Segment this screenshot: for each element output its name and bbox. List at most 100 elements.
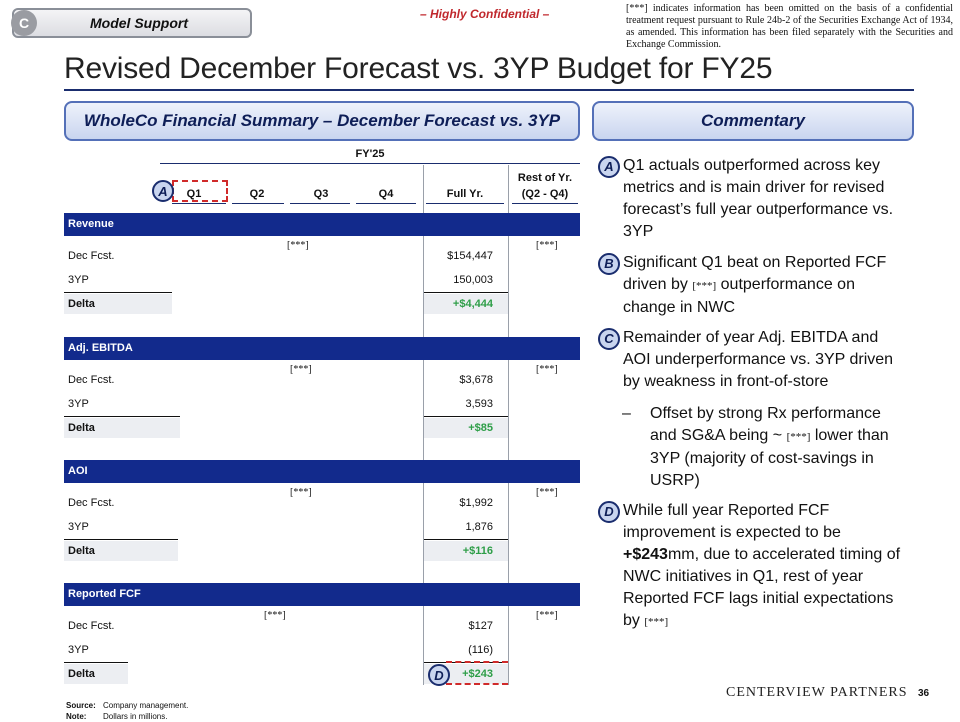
note-key: Note: xyxy=(66,712,87,721)
commentary-text: Significant Q1 beat on Reported FCF driv… xyxy=(623,252,906,319)
delta-value: +$4,444 xyxy=(452,298,493,310)
commentary-text-post: mm, due to accelerated timing of NWC ini… xyxy=(623,546,901,629)
redacted-rest: [***] xyxy=(536,487,558,498)
period-label: FY'25 xyxy=(355,148,385,160)
col-q3: Q3 xyxy=(313,188,329,200)
full-year-right-divider xyxy=(508,165,509,685)
commentary-text-pre: Significant Q1 beat on Reported FCF driv… xyxy=(623,254,887,293)
row-label: 3YP xyxy=(68,521,89,533)
section-band-ebitda: Adj. EBITDA xyxy=(64,337,580,360)
col-rest-of-year-sub: (Q2 - Q4) xyxy=(521,188,569,200)
title-divider xyxy=(64,89,914,91)
row-label: Dec Fcst. xyxy=(68,374,115,386)
row-label: 3YP xyxy=(68,398,89,410)
section-band-revenue: Revenue xyxy=(64,213,580,236)
badge-a-icon: A xyxy=(598,156,620,178)
col-rest-of-year: Rest of Yr. xyxy=(517,172,573,184)
row-label: Dec Fcst. xyxy=(68,497,115,509)
full-year-left-divider xyxy=(423,165,424,685)
section-tag xyxy=(12,8,252,38)
col-rule xyxy=(232,203,284,204)
commentary-text: Remainder of year Adj. EBITDA and AOI un… xyxy=(623,329,894,390)
commentary-subtext: Offset by strong Rx performance and SG&A… xyxy=(650,403,912,492)
label-rule xyxy=(64,416,180,417)
commentary-item: C Remainder of year Adj. EBITDA and AOI … xyxy=(598,327,906,393)
delta-shade xyxy=(64,664,128,684)
redacted-quarters: [***] xyxy=(290,364,312,375)
commentary-item: A Q1 actuals outperformed across key met… xyxy=(598,155,906,243)
redacted-rest: [***] xyxy=(536,240,558,251)
sum-rule xyxy=(424,416,508,417)
page-number: 36 xyxy=(918,688,930,699)
commentary-text: Q1 actuals outperformed across key metri… xyxy=(623,157,894,240)
dash-bullet: – xyxy=(622,405,631,422)
source-key: Source: xyxy=(66,701,96,710)
col-rule xyxy=(426,203,504,204)
full-year-value: 1,876 xyxy=(465,521,493,533)
delta-label: Delta xyxy=(68,298,95,310)
delta-shade xyxy=(424,418,508,438)
redacted-quarters: [***] xyxy=(287,240,309,251)
commentary-item: B Significant Q1 beat on Reported FCF dr… xyxy=(598,252,906,319)
period-rule xyxy=(160,163,580,164)
commentary-bold-value: +$243 xyxy=(623,546,668,563)
col-q2: Q2 xyxy=(249,188,265,200)
confidential-label: – Highly Confidential – xyxy=(420,7,550,21)
label-rule xyxy=(64,539,178,540)
delta-label: Delta xyxy=(68,545,95,557)
summary-heading: WholeCo Financial Summary – December For… xyxy=(64,101,580,141)
redacted-quarters: [***] xyxy=(264,610,286,621)
subtext-pre: Offset by strong Rx performance and SG&A… xyxy=(650,405,881,444)
commentary-subitem: – Offset by strong Rx performance and SG… xyxy=(622,403,912,492)
redacted-inline: [***] xyxy=(692,280,717,292)
full-year-value: $1,992 xyxy=(459,497,493,509)
full-year-value: $154,447 xyxy=(447,250,493,262)
redacted-rest: [***] xyxy=(536,364,558,375)
col-rule xyxy=(512,203,578,204)
centerview-logo: CENTERVIEW PARTNERS xyxy=(726,685,908,700)
redacted-rest: [***] xyxy=(536,610,558,621)
row-label: Dec Fcst. xyxy=(68,250,115,262)
page-title: Revised December Forecast vs. 3YP Budget… xyxy=(64,52,773,85)
badge-d-icon: D xyxy=(598,501,620,523)
commentary-text: While full year Reported FCF improvement… xyxy=(623,500,906,633)
commentary-heading: Commentary xyxy=(592,101,914,141)
commentary-item: D While full year Reported FCF improveme… xyxy=(598,500,906,633)
col-full-year: Full Yr. xyxy=(446,188,484,200)
source-text: Company management. xyxy=(103,701,189,710)
delta-shade xyxy=(64,541,178,561)
fcf-delta-highlight-box xyxy=(446,661,508,685)
delta-shade xyxy=(424,541,508,561)
delta-value: +$116 xyxy=(462,545,493,557)
note-text: Dollars in millions. xyxy=(103,712,168,721)
commentary-text-pre: While full year Reported FCF improvement… xyxy=(623,502,841,541)
redacted-inline: [***] xyxy=(786,431,811,443)
sum-rule xyxy=(424,539,508,540)
badge-a-icon: A xyxy=(152,180,174,202)
subtext-post: lower than 3YP (majority of cost-savings… xyxy=(650,427,889,489)
delta-value: +$243 xyxy=(462,668,493,680)
q1-highlight-box xyxy=(172,180,228,202)
disclaimer-text: [***] indicates information has been omi… xyxy=(626,3,953,50)
commentary-text-post: outperformance on change in NWC xyxy=(623,276,855,316)
row-label: Dec Fcst. xyxy=(68,620,115,632)
col-rule xyxy=(290,203,350,204)
label-rule xyxy=(64,292,172,293)
col-q1: Q1 xyxy=(186,188,202,200)
row-label: 3YP xyxy=(68,644,89,656)
full-year-value: $3,678 xyxy=(459,374,493,386)
full-year-value: 150,003 xyxy=(453,274,493,286)
section-letter-badge: C xyxy=(11,10,37,36)
redacted-inline: [***] xyxy=(644,616,669,628)
full-year-value: 3,593 xyxy=(465,398,493,410)
section-label: Model Support xyxy=(90,15,188,31)
delta-label: Delta xyxy=(68,668,95,680)
label-rule xyxy=(64,662,128,663)
row-label: 3YP xyxy=(68,274,89,286)
redacted-quarters: [***] xyxy=(290,487,312,498)
full-year-value: (116) xyxy=(468,644,493,656)
delta-shade xyxy=(64,294,172,314)
col-rule xyxy=(172,203,226,204)
delta-value: +$85 xyxy=(468,422,493,434)
delta-shade xyxy=(64,418,180,438)
